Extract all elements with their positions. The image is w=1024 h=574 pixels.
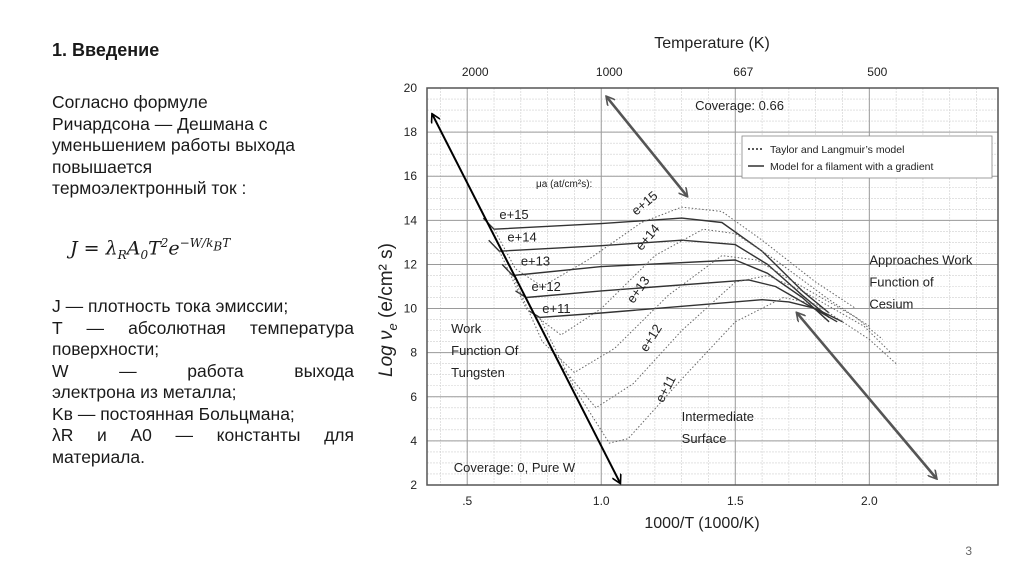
curve-label: e+13	[521, 254, 550, 269]
y-tick-label: 4	[410, 434, 417, 448]
series-line-e+11-solid	[528, 299, 843, 323]
curve-label: e+12	[532, 279, 561, 294]
y-tick-label: 20	[404, 81, 418, 95]
chart-annotation: Cesium	[869, 297, 913, 312]
top-axis-title: Temperature (K)	[654, 35, 770, 52]
y-axis-title: Log νe (e/cm² s)	[376, 243, 400, 377]
definition-line: Kв — постоянная Больцмана;	[52, 403, 295, 424]
plot-frame	[426, 87, 999, 486]
intro-line: уменьшением работы выхода	[52, 135, 295, 155]
double-arrow	[432, 114, 620, 482]
definition-line: λR и A0 — константы для	[52, 425, 354, 445]
chart-annotation: Coverage: 0.66	[695, 98, 784, 113]
series-line-e+12-dashed	[525, 275, 892, 409]
legend-label: Model for a filament with a gradient	[770, 161, 933, 173]
curve-label: e+14	[507, 229, 536, 244]
slide-title: 1. Введение	[52, 40, 160, 60]
definition-line: поверхности;	[52, 339, 160, 359]
y-tick-label: 18	[404, 125, 418, 139]
page-number: 3	[965, 544, 972, 558]
chart-annotation: Coverage: 0, Pure W	[454, 460, 576, 475]
x-tick-label: 2.0	[861, 494, 878, 508]
chart-annotation: Intermediate	[682, 409, 754, 424]
intro-line: Согласно формуле	[52, 92, 208, 112]
x-tick-label: 1.5	[727, 494, 744, 508]
definition-line: T — абсолютная температура	[52, 317, 354, 338]
x-axis-title: 1000/T (1000/K)	[644, 515, 759, 532]
y-tick-label: 16	[404, 169, 418, 183]
chart-annotation: Function Of	[451, 343, 519, 358]
definition-line: электрона из металла;	[52, 382, 237, 402]
intro-paragraph: Согласно формуле Ричардсона — Дешмана с …	[52, 92, 352, 200]
y-tick-label: 14	[404, 213, 418, 227]
y-tick-label: 12	[404, 257, 418, 271]
double-arrow	[797, 313, 936, 478]
curve-label: e+15	[628, 188, 660, 218]
y-tick-label: 8	[410, 346, 417, 360]
chart-annotation: Function of	[869, 275, 934, 290]
definition-line: W — работа выхода	[52, 360, 354, 381]
x-tick-label: .5	[462, 494, 472, 508]
series-header-label: μa (at/cm²s):	[536, 179, 592, 190]
chart-annotation: Approaches Work	[869, 252, 973, 267]
definitions-list: J — плотность тока эмиссии; T — абсолютн…	[52, 296, 354, 468]
richardson-formula: J = λRA0T2e−W/kBT	[70, 236, 231, 263]
curve-label: e+12	[637, 321, 665, 354]
y-tick-label: 6	[410, 390, 417, 404]
top-tick-label: 500	[867, 65, 887, 79]
chart-annotation: Surface	[682, 431, 727, 446]
definition-line: J — плотность тока эмиссии;	[52, 296, 289, 316]
y-tick-label: 2	[410, 478, 417, 492]
curve-label: e+15	[499, 207, 528, 222]
chart-annotation: Tungsten	[451, 365, 505, 380]
y-tick-label: 10	[404, 302, 418, 316]
legend-box	[741, 135, 993, 179]
legend-label: Taylor and Langmuir’s model	[770, 144, 904, 156]
curve-label: e+11	[652, 373, 679, 405]
definition-line: материала.	[52, 446, 145, 467]
curve-label: e+11	[542, 301, 570, 316]
top-tick-label: 2000	[462, 65, 489, 79]
intro-line: Ричардсона — Дешмана с	[52, 113, 268, 134]
x-tick-label: 1.0	[593, 494, 610, 508]
top-tick-label: 1000	[596, 65, 623, 79]
top-tick-label: 667	[733, 65, 753, 79]
chart-annotation: Work	[451, 321, 482, 336]
double-arrow	[607, 97, 687, 196]
intro-line: повышается	[52, 156, 153, 177]
intro-line: термоэлектронный ток :	[52, 178, 247, 198]
